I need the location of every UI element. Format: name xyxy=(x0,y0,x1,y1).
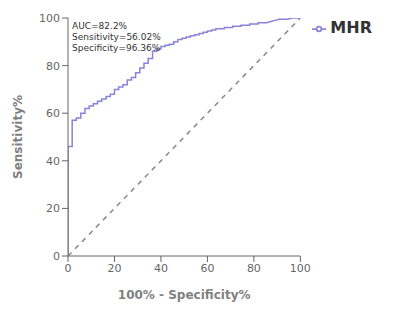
svg-text:20: 20 xyxy=(107,262,121,275)
html-text:Specificity=96.36%: Specificity=96.36% xyxy=(72,43,161,53)
svg-text:Sensitivity%: Sensitivity% xyxy=(11,95,25,179)
svg-text:40: 40 xyxy=(46,155,60,168)
svg-text:80: 80 xyxy=(247,262,261,275)
svg-text:20: 20 xyxy=(46,202,60,215)
html-text:Sensitivity=56.02%: Sensitivity=56.02% xyxy=(72,32,161,42)
svg-text:100: 100 xyxy=(290,262,311,275)
svg-text:60: 60 xyxy=(200,262,214,275)
svg-text:0: 0 xyxy=(53,250,60,263)
svg-text:40: 40 xyxy=(154,262,168,275)
svg-text:100: 100 xyxy=(39,12,60,25)
svg-text:100% - Specificity%: 100% - Specificity% xyxy=(118,288,251,302)
svg-text:80: 80 xyxy=(46,60,60,73)
html-text:AUC=82.2%: AUC=82.2% xyxy=(72,21,128,31)
html-text:MHR: MHR xyxy=(330,18,372,37)
svg-text:0: 0 xyxy=(65,262,72,275)
svg-text:60: 60 xyxy=(46,107,60,120)
